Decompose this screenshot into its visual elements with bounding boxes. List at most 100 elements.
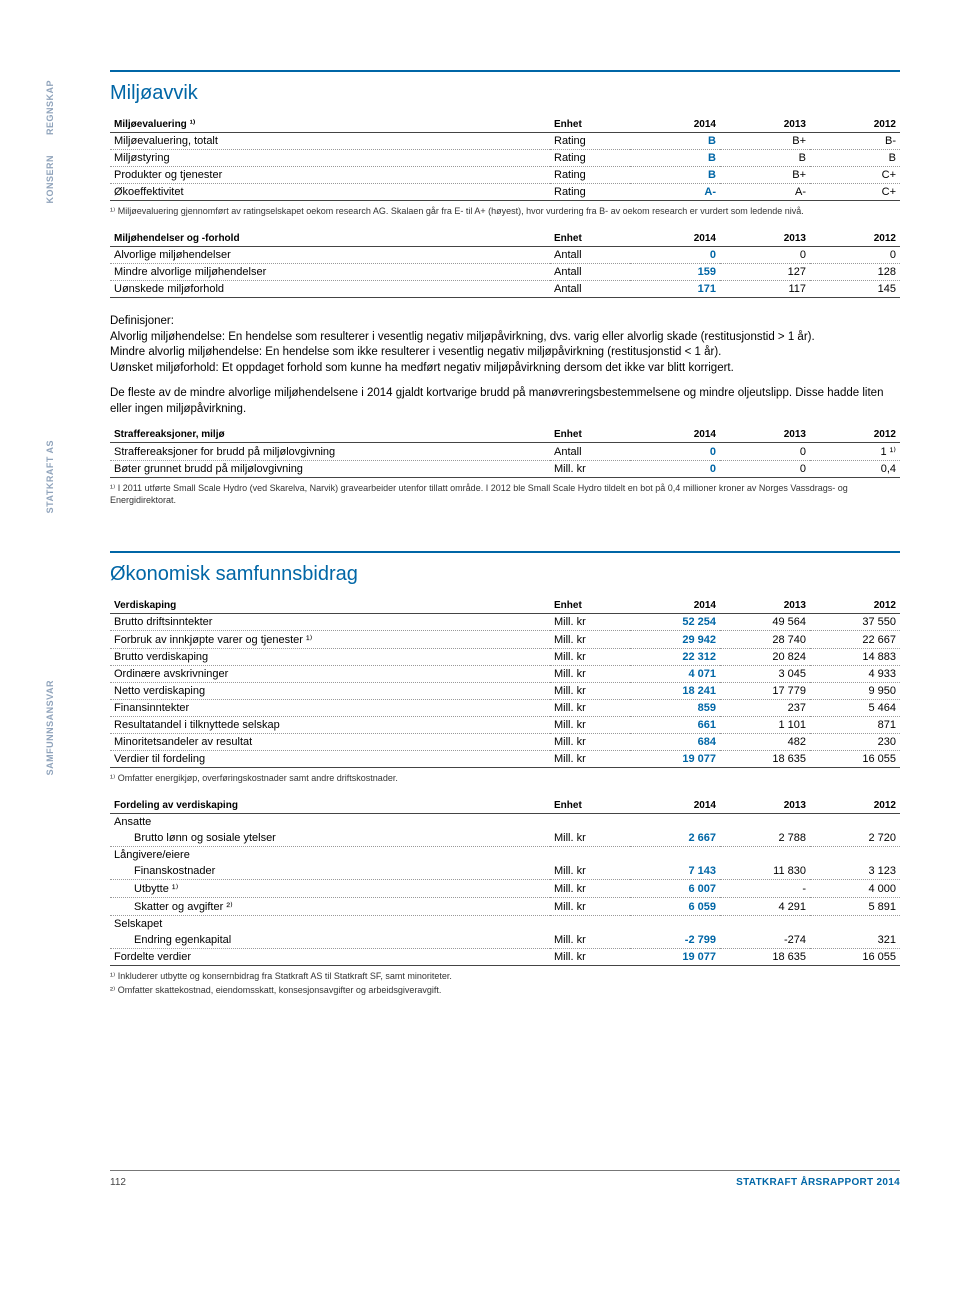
cell-2013: -274 [720, 932, 810, 949]
table-row: Brutto lønn og sosiale ytelser Mill. kr … [110, 830, 900, 847]
table-row: Forbruk av innkjøpte varer og tjenester … [110, 630, 900, 648]
cell-2014 [630, 813, 720, 830]
cell-2012: 5 891 [810, 897, 900, 915]
cell-2014 [630, 846, 720, 863]
cell-2013 [720, 846, 810, 863]
cell-2014: A- [630, 184, 720, 201]
th-2013: 2013 [720, 231, 810, 247]
cell-label: Utbytte ¹⁾ [110, 879, 550, 897]
cell-2013: 18 635 [720, 750, 810, 767]
th-2012: 2012 [810, 231, 900, 247]
cell-2013: 0 [720, 443, 810, 461]
th-unit: Enhet [550, 231, 630, 247]
cell-2014: B [630, 150, 720, 167]
cell-unit: Mill. kr [550, 665, 630, 682]
cell-2013: B+ [720, 133, 810, 150]
th-2012: 2012 [810, 798, 900, 814]
def-heading: Definisjoner: [110, 314, 900, 330]
cell-label: Brutto driftsinntekter [110, 613, 550, 630]
cell-label: Fordelte verdier [110, 948, 550, 965]
cell-2013: 17 779 [720, 682, 810, 699]
cell-unit [550, 813, 630, 830]
cell-2014: 0 [630, 461, 720, 478]
def-line: Uønsket miljøforhold: Et oppdaget forhol… [110, 361, 900, 377]
cell-unit: Mill. kr [550, 897, 630, 915]
cell-2014: B [630, 133, 720, 150]
table-row: Selskapet [110, 915, 900, 932]
cell-unit: Rating [550, 150, 630, 167]
table-row: Uønskede miljøforhold Antall 171 117 145 [110, 281, 900, 298]
cell-2012: 2 720 [810, 830, 900, 847]
cell-label: Brutto verdiskaping [110, 648, 550, 665]
table-header-row: Fordeling av verdiskaping Enhet 2014 201… [110, 798, 900, 814]
table-miljohendelser: Miljøhendelser og -forhold Enhet 2014 20… [110, 231, 900, 298]
cell-2014: 19 077 [630, 948, 720, 965]
cell-2013: 20 824 [720, 648, 810, 665]
table-verdiskaping: Verdiskaping Enhet 2014 2013 2012 Brutto… [110, 598, 900, 768]
th-label: Fordeling av verdiskaping [110, 798, 550, 814]
cell-2013: 117 [720, 281, 810, 298]
cell-2014: 19 077 [630, 750, 720, 767]
cell-label: Minoritetsandeler av resultat [110, 733, 550, 750]
cell-2014: 7 143 [630, 863, 720, 880]
footnote-eval: ¹⁾ Miljøevaluering gjennomført av rating… [110, 205, 900, 217]
cell-label: Uønskede miljøforhold [110, 281, 550, 298]
table-miljoevaluering: Miljøevaluering ¹⁾ Enhet 2014 2013 2012 … [110, 117, 900, 201]
cell-label: Skatter og avgifter ²⁾ [110, 897, 550, 915]
cell-2014: 52 254 [630, 613, 720, 630]
cell-2014: 29 942 [630, 630, 720, 648]
th-2014: 2014 [630, 427, 720, 443]
table-header-row: Miljøhendelser og -forhold Enhet 2014 20… [110, 231, 900, 247]
table-row: Mindre alvorlige miljøhendelser Antall 1… [110, 264, 900, 281]
th-2014: 2014 [630, 798, 720, 814]
table-fordeling: Fordeling av verdiskaping Enhet 2014 201… [110, 798, 900, 966]
sidebar-label-statkraft: STATKRAFT AS [45, 440, 55, 513]
cell-label: Ordinære avskrivninger [110, 665, 550, 682]
summary-paragraph: De fleste av de mindre alvorlige miljøhe… [110, 386, 900, 417]
cell-unit: Rating [550, 133, 630, 150]
cell-unit: Rating [550, 184, 630, 201]
section2-title: Økonomisk samfunnsbidrag [110, 551, 900, 586]
th-2014: 2014 [630, 231, 720, 247]
cell-2013: 49 564 [720, 613, 810, 630]
cell-2014 [630, 915, 720, 932]
cell-2014: 159 [630, 264, 720, 281]
sidebar-label-samfunnsansvar: SAMFUNNSANSVAR [45, 680, 55, 775]
table-row: Økoeffektivitet Rating A- A- C+ [110, 184, 900, 201]
cell-2013: 1 101 [720, 716, 810, 733]
cell-2013: 2 788 [720, 830, 810, 847]
cell-label: Långivere/eiere [110, 846, 550, 863]
table-row: Miljøstyring Rating B B B [110, 150, 900, 167]
cell-label: Produkter og tjenester [110, 167, 550, 184]
cell-2012: 128 [810, 264, 900, 281]
page-footer: 112 STATKRAFT ÅRSRAPPORT 2014 [110, 1170, 900, 1188]
th-label: Miljøhendelser og -forhold [110, 231, 550, 247]
page-content: Miljøavvik Miljøevaluering ¹⁾ Enhet 2014… [0, 0, 960, 1228]
cell-2012: B [810, 150, 900, 167]
cell-2012: 3 123 [810, 863, 900, 880]
cell-2012: 9 950 [810, 682, 900, 699]
cell-2012: 145 [810, 281, 900, 298]
th-2014: 2014 [630, 598, 720, 614]
cell-2013 [720, 915, 810, 932]
table-row: Verdier til fordeling Mill. kr 19 077 18… [110, 750, 900, 767]
th-2013: 2013 [720, 117, 810, 133]
table-row: Fordelte verdier Mill. kr 19 077 18 635 … [110, 948, 900, 965]
sidebar-label-regnskap: REGNSKAP [45, 80, 55, 135]
cell-label: Verdier til fordeling [110, 750, 550, 767]
cell-2013: 18 635 [720, 948, 810, 965]
cell-2014: 684 [630, 733, 720, 750]
cell-unit: Mill. kr [550, 932, 630, 949]
cell-2013: 4 291 [720, 897, 810, 915]
th-unit: Enhet [550, 598, 630, 614]
cell-label: Netto verdiskaping [110, 682, 550, 699]
table-row: Ordinære avskrivninger Mill. kr 4 071 3 … [110, 665, 900, 682]
cell-2013: B [720, 150, 810, 167]
table-row: Alvorlige miljøhendelser Antall 0 0 0 [110, 247, 900, 264]
cell-2012: 5 464 [810, 699, 900, 716]
th-2013: 2013 [720, 798, 810, 814]
th-unit: Enhet [550, 798, 630, 814]
cell-unit: Mill. kr [550, 879, 630, 897]
cell-2014: 0 [630, 247, 720, 264]
cell-2012: 0 [810, 247, 900, 264]
